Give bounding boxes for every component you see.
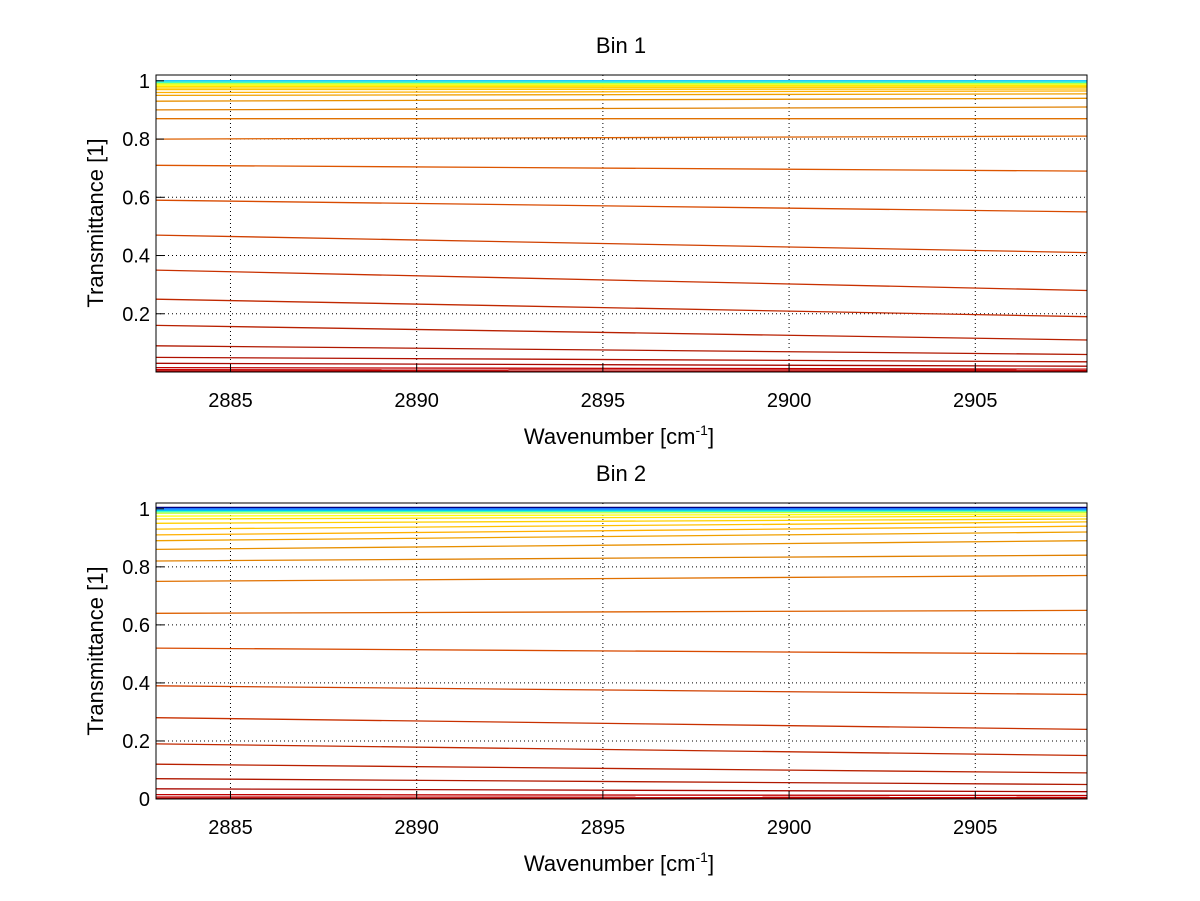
series-line-15: [155, 234, 1088, 254]
series-line-23: [155, 369, 1088, 371]
x-axis-label-superscript: -1: [696, 422, 709, 438]
series-line-16: [155, 685, 1088, 696]
series-line-19: [155, 763, 1088, 774]
series-line-23: [155, 796, 1088, 799]
series-line-6: [155, 515, 1088, 520]
series-line-11: [155, 540, 1088, 551]
y-axis-label: Transmittance [1]: [83, 566, 108, 735]
series-line-12: [155, 135, 1088, 140]
grid-lines: [156, 75, 1087, 372]
y-tick-label: 0.8: [122, 557, 150, 579]
x-axis-label-close: ]: [708, 424, 714, 449]
series-line-9: [155, 525, 1088, 536]
y-tick-label: 0.4: [122, 246, 150, 268]
series-line-17: [155, 717, 1088, 731]
chart-title: Bin 1: [596, 33, 646, 58]
x-tick-label: 2890: [394, 390, 439, 412]
series-line-22: [155, 793, 1088, 797]
y-tick-label: 0.6: [122, 615, 150, 637]
series-line-15: [155, 647, 1088, 655]
series-line-18: [155, 324, 1088, 341]
ticks-group: 2885 2890 2895 2900 2905 0 0.2 0.4 0.6 0.8 1: [122, 499, 997, 839]
x-axis-label-main: Wavenumber [cm: [524, 424, 696, 449]
x-tick-label: 2895: [581, 817, 626, 839]
series-group: [155, 80, 1088, 373]
series-line-20: [155, 356, 1088, 363]
series-line-16: [155, 269, 1088, 292]
chart-bin-2: Bin 2 Transmittance [1] Wavenumber [cm-1…: [83, 461, 1088, 876]
series-line-5: [155, 86, 1088, 89]
series-line-5: [155, 513, 1088, 517]
series-line-21: [155, 362, 1088, 367]
y-tick-label: 0: [139, 789, 150, 811]
x-tick-label: 2905: [953, 817, 998, 839]
x-tick-label: 2885: [208, 817, 253, 839]
plot-area-frame: [155, 74, 1088, 373]
x-axis-label-superscript: -1: [696, 849, 709, 865]
series-line-9: [155, 97, 1088, 102]
y-tick-label: 0.2: [122, 731, 150, 753]
series-line-12: [155, 554, 1088, 562]
series-line-21: [155, 788, 1088, 793]
series-line-10: [155, 106, 1088, 111]
x-axis-label-main: Wavenumber [cm: [524, 851, 696, 876]
series-line-17: [155, 298, 1088, 318]
series-line-10: [155, 531, 1088, 542]
series-line-22: [155, 366, 1088, 370]
series-line-7: [155, 518, 1088, 524]
y-tick-label: 0.6: [122, 187, 150, 209]
series-line-7: [155, 90, 1088, 94]
y-tick-label: 1: [139, 499, 150, 521]
series-line-6: [155, 88, 1088, 91]
y-tick-label: 0.4: [122, 673, 150, 695]
plot-area-frame: [155, 502, 1088, 800]
series-line-8: [155, 521, 1088, 530]
series-line-4: [155, 511, 1088, 514]
x-axis-label-close: ]: [708, 851, 714, 876]
series-line-20: [155, 778, 1088, 786]
series-line-8: [155, 93, 1088, 97]
series-line-14: [155, 199, 1088, 213]
y-tick-label: 1: [139, 71, 150, 93]
chart-title: Bin 2: [596, 461, 646, 486]
y-tick-label: 0.8: [122, 129, 150, 151]
series-line-13: [155, 164, 1088, 172]
y-tick-label: 0.2: [122, 304, 150, 326]
series-line-3: [155, 510, 1088, 513]
y-axis-label: Transmittance [1]: [83, 138, 108, 307]
series-line-14: [155, 609, 1088, 614]
x-tick-label: 2900: [767, 817, 812, 839]
series-line-4: [155, 85, 1088, 88]
ticks-group: 2885 2890 2895 2900 2905 0.2 0.4 0.6 0.8 1: [122, 71, 997, 412]
x-tick-label: 2900: [767, 390, 812, 412]
x-axis-label: Wavenumber [cm-1]: [524, 422, 714, 449]
x-tick-label: 2890: [394, 817, 439, 839]
x-tick-label: 2905: [953, 390, 998, 412]
series-line-13: [155, 574, 1088, 583]
x-tick-label: 2895: [581, 390, 626, 412]
series-line-19: [155, 345, 1088, 356]
chart-bin-1: Bin 1 Transmittance [1] Wavenumber [cm-1…: [83, 33, 1088, 449]
x-tick-label: 2885: [208, 390, 253, 412]
series-group: [155, 506, 1088, 800]
x-axis-label: Wavenumber [cm-1]: [524, 849, 714, 876]
series-line-18: [155, 743, 1088, 757]
